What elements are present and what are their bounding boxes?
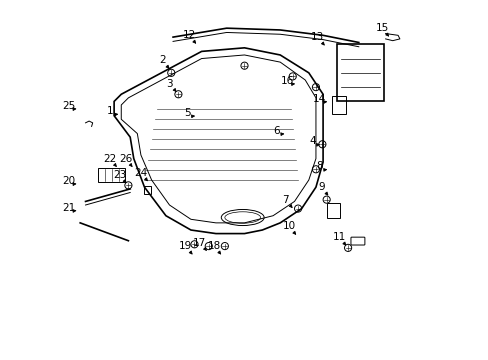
Text: 20: 20 — [62, 176, 75, 186]
Text: 21: 21 — [62, 203, 75, 212]
Text: 10: 10 — [282, 221, 295, 231]
Text: 2: 2 — [159, 55, 165, 65]
Text: 15: 15 — [375, 23, 388, 33]
Text: 9: 9 — [317, 182, 324, 192]
Text: 24: 24 — [134, 168, 147, 178]
Text: 11: 11 — [332, 232, 345, 242]
Text: 8: 8 — [316, 161, 322, 171]
Text: 12: 12 — [182, 30, 195, 40]
Text: 25: 25 — [62, 101, 75, 111]
Text: 5: 5 — [183, 108, 190, 118]
Text: 18: 18 — [207, 241, 220, 251]
Text: 13: 13 — [310, 32, 324, 42]
Text: 14: 14 — [312, 94, 325, 104]
Text: 17: 17 — [193, 238, 206, 248]
Text: 3: 3 — [166, 78, 172, 89]
Text: 26: 26 — [119, 154, 132, 163]
Text: 16: 16 — [280, 76, 293, 86]
Text: 6: 6 — [273, 126, 280, 136]
Text: 22: 22 — [103, 154, 116, 163]
Text: 4: 4 — [308, 136, 315, 147]
Text: 19: 19 — [179, 241, 192, 251]
Text: 7: 7 — [282, 195, 288, 204]
Text: 1: 1 — [107, 106, 114, 116]
Text: 23: 23 — [113, 170, 126, 180]
